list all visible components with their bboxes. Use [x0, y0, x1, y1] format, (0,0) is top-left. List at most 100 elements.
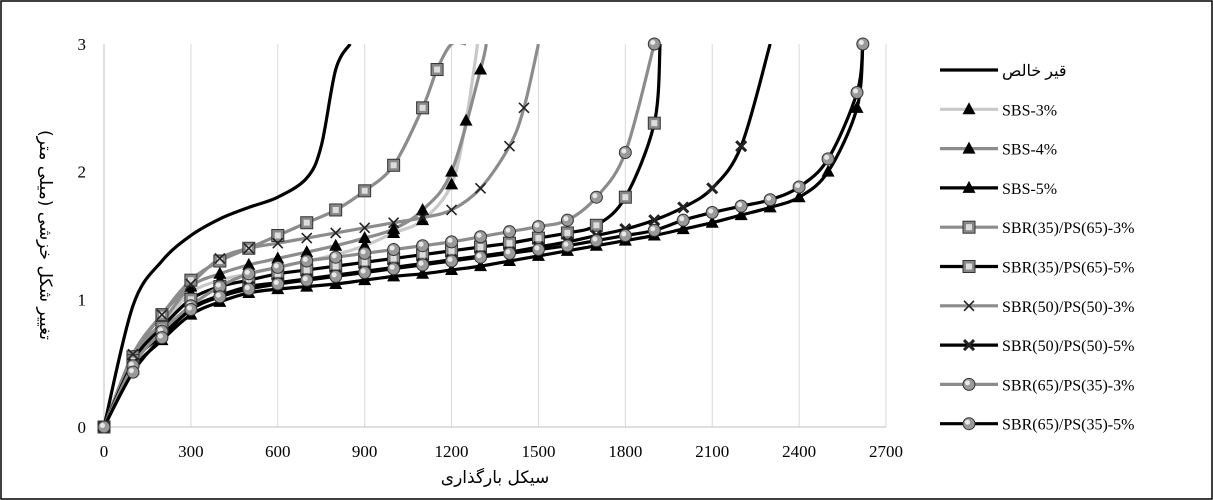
data-point [271, 251, 285, 264]
data-point [856, 37, 870, 51]
legend-label: SBR(50)/PS(50)-3% [1002, 299, 1134, 316]
data-point [474, 230, 488, 244]
data-point [127, 348, 139, 360]
data-point [213, 290, 227, 304]
y-tick-label: 3 [78, 35, 87, 54]
data-point [416, 101, 430, 115]
data-point [329, 238, 343, 251]
legend-label: SBR(35)/PS(65)-3% [1002, 220, 1134, 237]
data-point [329, 269, 343, 283]
data-point [330, 227, 342, 239]
data-point [502, 225, 516, 239]
axes [103, 44, 886, 428]
x-axis-label: سیکل بارگذاری [441, 467, 549, 488]
legend-marker [962, 141, 976, 154]
y-tick-label: 0 [78, 418, 87, 437]
tick-labels: 0 300 600 900 1200 1500 1800 2100 2400 2700 0 1 2 3 [78, 35, 904, 461]
data-point [416, 239, 430, 253]
legend-label: SBR(65)/PS(35)-5% [1002, 417, 1134, 434]
data-point [474, 182, 487, 194]
data-point [416, 258, 430, 272]
data-point [531, 220, 545, 234]
legend-marker [963, 300, 975, 312]
legend-label: SBS-5% [1002, 181, 1057, 198]
x-tick-label: 2400 [782, 442, 816, 461]
legend-entry: SBS-3% [940, 102, 1057, 119]
legend-entry: SBS-5% [940, 180, 1057, 198]
x-tick-label: 300 [178, 442, 204, 461]
data-point [300, 273, 314, 287]
legend-entry: SBR(35)/PS(65)-3% [940, 220, 1134, 237]
data-point [734, 208, 748, 221]
data-point [648, 214, 661, 227]
data-point [358, 266, 372, 280]
legend-entry: SBR(50)/PS(50)-5% [940, 338, 1134, 355]
data-point [416, 266, 430, 279]
data-point [155, 331, 169, 345]
x-tick-label: 0 [100, 442, 109, 461]
data-point [589, 190, 603, 204]
data-point [388, 217, 400, 229]
data-point [705, 215, 719, 228]
data-point [792, 180, 806, 194]
legend-marker [962, 180, 976, 193]
data-point [185, 278, 197, 290]
legend: قیر خالص SBS-3% SBS-4% SBS-5% SBR(35)/PS(65)… [940, 63, 1134, 434]
data-point [531, 243, 545, 257]
legend-label: SBR(50)/PS(50)-5% [1002, 338, 1134, 355]
legend-marker [962, 417, 976, 431]
data-point [300, 245, 314, 258]
data-point [242, 257, 256, 270]
data-point [821, 152, 835, 166]
data-point [560, 226, 574, 240]
legend-entry: SBR(50)/PS(50)-3% [940, 299, 1134, 316]
data-point [300, 216, 314, 230]
legend-marker [962, 220, 976, 234]
legend-entry: SBR(65)/PS(35)-3% [940, 377, 1134, 394]
data-point [126, 365, 140, 379]
data-point [589, 234, 603, 248]
data-point [676, 213, 690, 227]
legend-entry: SBR(65)/PS(35)-5% [940, 417, 1134, 434]
data-point [359, 222, 371, 234]
data-point [387, 158, 401, 172]
legend-marker [962, 339, 976, 352]
data-point [417, 212, 429, 224]
data-point [503, 140, 516, 152]
data-point [518, 102, 530, 114]
data-point [156, 309, 168, 321]
data-point [647, 223, 661, 237]
data-point [474, 62, 488, 75]
legend-label: SBR(65)/PS(35)-3% [1002, 377, 1134, 394]
data-point [416, 202, 430, 215]
data-point [272, 237, 284, 249]
markers-layer [97, 37, 870, 434]
data-point [184, 303, 198, 317]
data-point [242, 267, 256, 281]
data-point [474, 250, 488, 264]
data-point [387, 222, 401, 235]
data-point [445, 262, 459, 275]
data-point [792, 190, 806, 203]
legend-label: SBS-3% [1002, 102, 1057, 119]
x-tick-label: 600 [265, 442, 291, 461]
data-point [430, 63, 444, 77]
data-point [445, 177, 459, 190]
data-point [329, 203, 343, 217]
series-line-4 [104, 44, 865, 427]
data-point [358, 238, 372, 251]
data-point [706, 182, 719, 195]
data-point [271, 229, 285, 242]
data-point [387, 269, 401, 282]
data-point [850, 100, 864, 113]
data-point [358, 184, 372, 198]
data-point [243, 242, 255, 254]
data-point [676, 222, 690, 235]
data-point [850, 86, 864, 100]
data-point [474, 259, 488, 272]
legend-label: قیر خالص [1002, 63, 1067, 80]
data-point [705, 206, 719, 220]
legend-entry: SBS-4% [940, 141, 1057, 159]
